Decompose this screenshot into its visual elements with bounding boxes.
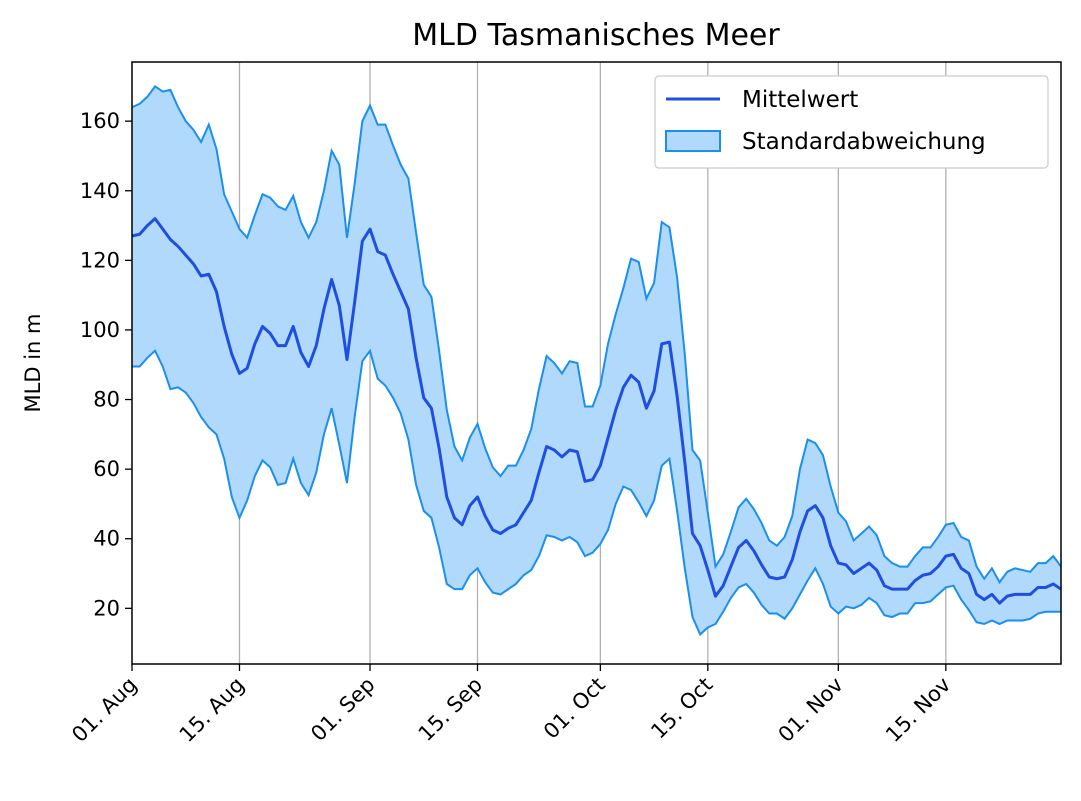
y-tick-label: 60 (93, 457, 120, 481)
std-band-upper-edge (131, 84, 1062, 585)
chart-title: MLD Tasmanisches Meer (412, 18, 780, 53)
y-tick-label: 100 (80, 318, 120, 342)
legend-mean-label: Mittelwert (742, 87, 858, 113)
y-axis: 20 40 60 80 100 120 140 160 (80, 109, 132, 620)
plot-frame (131, 61, 1062, 665)
y-tick-label: 20 (93, 596, 120, 620)
y-tick-label: 40 (93, 527, 120, 551)
y-tick-label: 120 (80, 248, 120, 272)
std-band-layer (131, 84, 1062, 637)
mean-line-layer (131, 217, 1062, 605)
legend: Mittelwert Standardabweichung (654, 75, 1049, 169)
legend-band-label: Standardabweichung (742, 129, 986, 155)
y-axis-label: MLD in m (21, 314, 45, 413)
y-tick-label: 140 (80, 179, 120, 203)
std-band-area (132, 86, 1061, 635)
std-band-lower-edge (132, 348, 1061, 637)
mean-line (131, 217, 1062, 605)
y-tick-label: 80 (93, 388, 120, 412)
legend-band-swatch (665, 130, 721, 152)
y-tick-label: 160 (80, 109, 120, 133)
legend-box (654, 75, 1049, 169)
